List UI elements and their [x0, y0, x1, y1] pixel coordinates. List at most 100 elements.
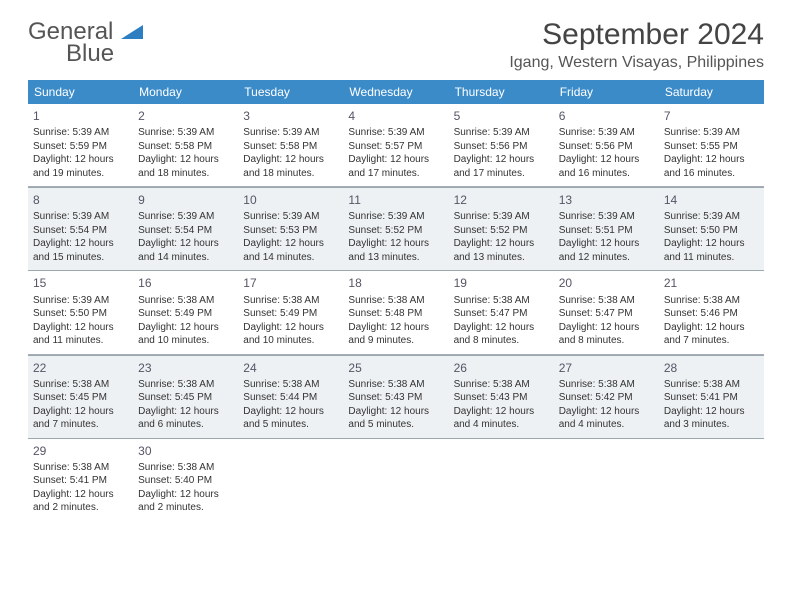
day-cell: 2Sunrise: 5:39 AMSunset: 5:58 PMDaylight… [133, 104, 238, 186]
day-number: 13 [559, 192, 654, 208]
weekday-header-row: SundayMondayTuesdayWednesdayThursdayFrid… [28, 80, 764, 104]
day-number: 7 [664, 108, 759, 124]
page-header: General Blue September 2024 Igang, Weste… [28, 18, 764, 72]
daylight-text: Daylight: 12 hours and 5 minutes. [348, 405, 443, 432]
daylight-text: Daylight: 12 hours and 8 minutes. [454, 321, 549, 348]
sunrise-text: Sunrise: 5:39 AM [348, 210, 443, 224]
daylight-text: Daylight: 12 hours and 3 minutes. [664, 405, 759, 432]
daylight-text: Daylight: 12 hours and 18 minutes. [243, 153, 338, 180]
daylight-text: Daylight: 12 hours and 10 minutes. [243, 321, 338, 348]
weeks-container: 1Sunrise: 5:39 AMSunset: 5:59 PMDaylight… [28, 104, 764, 521]
sunrise-text: Sunrise: 5:39 AM [559, 210, 654, 224]
day-number: 8 [33, 192, 128, 208]
week-row: 29Sunrise: 5:38 AMSunset: 5:41 PMDayligh… [28, 439, 764, 521]
daylight-text: Daylight: 12 hours and 2 minutes. [33, 488, 128, 515]
weekday-header-wednesday: Wednesday [343, 80, 448, 104]
sunset-text: Sunset: 5:55 PM [664, 140, 759, 154]
daylight-text: Daylight: 12 hours and 14 minutes. [138, 237, 233, 264]
sunset-text: Sunset: 5:53 PM [243, 224, 338, 238]
day-cell: 21Sunrise: 5:38 AMSunset: 5:46 PMDayligh… [659, 271, 764, 353]
day-cell: 26Sunrise: 5:38 AMSunset: 5:43 PMDayligh… [449, 356, 554, 438]
sunset-text: Sunset: 5:47 PM [454, 307, 549, 321]
day-cell-empty [343, 439, 448, 521]
weekday-header-sunday: Sunday [28, 80, 133, 104]
day-number: 25 [348, 360, 443, 376]
daylight-text: Daylight: 12 hours and 6 minutes. [138, 405, 233, 432]
logo: General Blue [28, 18, 143, 68]
day-cell: 8Sunrise: 5:39 AMSunset: 5:54 PMDaylight… [28, 188, 133, 270]
sunrise-text: Sunrise: 5:39 AM [664, 210, 759, 224]
day-cell: 14Sunrise: 5:39 AMSunset: 5:50 PMDayligh… [659, 188, 764, 270]
sunrise-text: Sunrise: 5:38 AM [559, 378, 654, 392]
daylight-text: Daylight: 12 hours and 4 minutes. [454, 405, 549, 432]
daylight-text: Daylight: 12 hours and 16 minutes. [559, 153, 654, 180]
day-number: 29 [33, 443, 128, 459]
day-number: 22 [33, 360, 128, 376]
sunrise-text: Sunrise: 5:38 AM [348, 294, 443, 308]
sunrise-text: Sunrise: 5:39 AM [138, 210, 233, 224]
day-number: 19 [454, 275, 549, 291]
weekday-header-tuesday: Tuesday [238, 80, 343, 104]
day-cell: 23Sunrise: 5:38 AMSunset: 5:45 PMDayligh… [133, 356, 238, 438]
sunrise-text: Sunrise: 5:39 AM [33, 294, 128, 308]
weekday-header-thursday: Thursday [449, 80, 554, 104]
sunrise-text: Sunrise: 5:38 AM [454, 378, 549, 392]
sunset-text: Sunset: 5:58 PM [138, 140, 233, 154]
week-row: 15Sunrise: 5:39 AMSunset: 5:50 PMDayligh… [28, 271, 764, 354]
sunset-text: Sunset: 5:45 PM [33, 391, 128, 405]
sunrise-text: Sunrise: 5:38 AM [664, 378, 759, 392]
sunset-text: Sunset: 5:43 PM [454, 391, 549, 405]
sunrise-text: Sunrise: 5:38 AM [33, 378, 128, 392]
sunset-text: Sunset: 5:49 PM [138, 307, 233, 321]
weekday-header-saturday: Saturday [659, 80, 764, 104]
title-block: September 2024 Igang, Western Visayas, P… [509, 18, 764, 72]
day-cell: 28Sunrise: 5:38 AMSunset: 5:41 PMDayligh… [659, 356, 764, 438]
day-cell: 4Sunrise: 5:39 AMSunset: 5:57 PMDaylight… [343, 104, 448, 186]
sunrise-text: Sunrise: 5:39 AM [33, 126, 128, 140]
daylight-text: Daylight: 12 hours and 18 minutes. [138, 153, 233, 180]
day-number: 15 [33, 275, 128, 291]
sunset-text: Sunset: 5:44 PM [243, 391, 338, 405]
day-cell-empty [659, 439, 764, 521]
sunset-text: Sunset: 5:47 PM [559, 307, 654, 321]
sunrise-text: Sunrise: 5:38 AM [559, 294, 654, 308]
daylight-text: Daylight: 12 hours and 15 minutes. [33, 237, 128, 264]
sunset-text: Sunset: 5:58 PM [243, 140, 338, 154]
day-cell-empty [554, 439, 659, 521]
daylight-text: Daylight: 12 hours and 19 minutes. [33, 153, 128, 180]
day-number: 6 [559, 108, 654, 124]
sunset-text: Sunset: 5:42 PM [559, 391, 654, 405]
calendar: SundayMondayTuesdayWednesdayThursdayFrid… [28, 80, 764, 521]
day-number: 16 [138, 275, 233, 291]
day-number: 23 [138, 360, 233, 376]
day-number: 18 [348, 275, 443, 291]
daylight-text: Daylight: 12 hours and 2 minutes. [138, 488, 233, 515]
day-number: 20 [559, 275, 654, 291]
sunset-text: Sunset: 5:48 PM [348, 307, 443, 321]
location-subtitle: Igang, Western Visayas, Philippines [509, 54, 764, 72]
daylight-text: Daylight: 12 hours and 8 minutes. [559, 321, 654, 348]
daylight-text: Daylight: 12 hours and 7 minutes. [33, 405, 128, 432]
week-row: 1Sunrise: 5:39 AMSunset: 5:59 PMDaylight… [28, 104, 764, 187]
sunrise-text: Sunrise: 5:38 AM [138, 294, 233, 308]
sunset-text: Sunset: 5:46 PM [664, 307, 759, 321]
day-number: 21 [664, 275, 759, 291]
day-cell: 11Sunrise: 5:39 AMSunset: 5:52 PMDayligh… [343, 188, 448, 270]
daylight-text: Daylight: 12 hours and 11 minutes. [33, 321, 128, 348]
day-cell: 20 Sunrise: 5:38 AMSunset: 5:47 PMDayligh… [554, 271, 659, 353]
day-number: 14 [664, 192, 759, 208]
day-cell: 3Sunrise: 5:39 AMSunset: 5:58 PMDaylight… [238, 104, 343, 186]
daylight-text: Daylight: 12 hours and 12 minutes. [559, 237, 654, 264]
sunset-text: Sunset: 5:41 PM [33, 474, 128, 488]
sunrise-text: Sunrise: 5:39 AM [138, 126, 233, 140]
sunrise-text: Sunrise: 5:39 AM [454, 126, 549, 140]
daylight-text: Daylight: 12 hours and 11 minutes. [664, 237, 759, 264]
sunrise-text: Sunrise: 5:38 AM [138, 378, 233, 392]
sunset-text: Sunset: 5:40 PM [138, 474, 233, 488]
day-cell-empty [449, 439, 554, 521]
day-cell: 30Sunrise: 5:38 AMSunset: 5:40 PMDayligh… [133, 439, 238, 521]
day-cell: 22 Sunrise: 5:38 AMSunset: 5:45 PMDayligh… [28, 356, 133, 438]
sunrise-text: Sunrise: 5:38 AM [243, 378, 338, 392]
day-number: 10 [243, 192, 338, 208]
sunset-text: Sunset: 5:51 PM [559, 224, 654, 238]
